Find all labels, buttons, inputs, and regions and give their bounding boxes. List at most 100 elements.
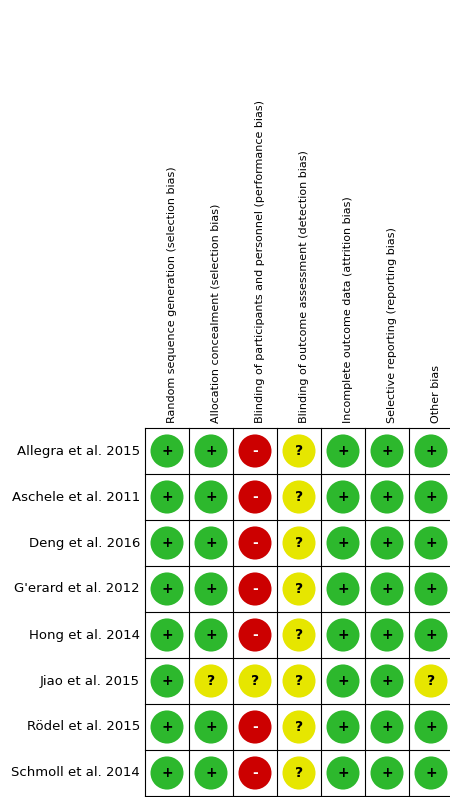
Text: Jiao et al. 2015: Jiao et al. 2015: [40, 674, 140, 688]
Text: Other bias: Other bias: [431, 365, 441, 423]
Text: +: +: [381, 582, 393, 596]
Text: +: +: [425, 536, 437, 550]
Text: Allegra et al. 2015: Allegra et al. 2015: [17, 445, 140, 457]
Ellipse shape: [283, 665, 315, 697]
Ellipse shape: [327, 481, 360, 513]
Text: +: +: [205, 766, 217, 780]
Ellipse shape: [414, 434, 447, 468]
Ellipse shape: [327, 572, 360, 606]
Text: +: +: [381, 444, 393, 458]
Text: +: +: [337, 536, 349, 550]
Text: +: +: [205, 490, 217, 504]
Ellipse shape: [150, 434, 184, 468]
Ellipse shape: [194, 434, 228, 468]
Text: -: -: [252, 766, 258, 780]
Ellipse shape: [414, 710, 447, 744]
Text: Random sequence generation (selection bias): Random sequence generation (selection bi…: [167, 167, 177, 423]
Text: +: +: [161, 536, 173, 550]
Ellipse shape: [150, 665, 184, 697]
Text: ?: ?: [295, 720, 303, 734]
Ellipse shape: [327, 618, 360, 652]
Ellipse shape: [194, 665, 228, 697]
Text: +: +: [337, 628, 349, 642]
Ellipse shape: [238, 572, 271, 606]
Text: ?: ?: [295, 444, 303, 458]
Ellipse shape: [238, 756, 271, 790]
Ellipse shape: [150, 527, 184, 559]
Text: +: +: [425, 766, 437, 780]
Ellipse shape: [370, 434, 404, 468]
Text: +: +: [161, 720, 173, 734]
Ellipse shape: [283, 618, 315, 652]
Ellipse shape: [414, 527, 447, 559]
Text: +: +: [337, 582, 349, 596]
Text: Allocation concealment (selection bias): Allocation concealment (selection bias): [211, 203, 221, 423]
Text: +: +: [337, 766, 349, 780]
Text: +: +: [161, 582, 173, 596]
Ellipse shape: [414, 481, 447, 513]
Text: Deng et al. 2016: Deng et al. 2016: [29, 536, 140, 549]
Text: Incomplete outcome data (attrition bias): Incomplete outcome data (attrition bias): [343, 196, 353, 423]
Ellipse shape: [238, 434, 271, 468]
Ellipse shape: [327, 756, 360, 790]
Text: -: -: [252, 628, 258, 642]
Text: +: +: [161, 628, 173, 642]
Ellipse shape: [238, 527, 271, 559]
Text: -: -: [252, 536, 258, 550]
Ellipse shape: [283, 434, 315, 468]
Text: +: +: [381, 766, 393, 780]
Text: -: -: [252, 490, 258, 504]
Ellipse shape: [370, 756, 404, 790]
Ellipse shape: [327, 434, 360, 468]
Text: Hong et al. 2014: Hong et al. 2014: [29, 629, 140, 642]
Text: +: +: [337, 674, 349, 688]
Ellipse shape: [414, 756, 447, 790]
Text: ?: ?: [251, 674, 259, 688]
Text: +: +: [381, 490, 393, 504]
Ellipse shape: [414, 572, 447, 606]
Ellipse shape: [414, 665, 447, 697]
Text: +: +: [425, 720, 437, 734]
Text: Schmoll et al. 2014: Schmoll et al. 2014: [11, 767, 140, 779]
Ellipse shape: [194, 710, 228, 744]
Text: Blinding of outcome assessment (detection bias): Blinding of outcome assessment (detectio…: [299, 150, 309, 423]
Text: ?: ?: [295, 628, 303, 642]
Text: +: +: [205, 628, 217, 642]
Ellipse shape: [370, 527, 404, 559]
Ellipse shape: [150, 618, 184, 652]
Ellipse shape: [150, 710, 184, 744]
Ellipse shape: [370, 665, 404, 697]
Ellipse shape: [283, 527, 315, 559]
Ellipse shape: [283, 756, 315, 790]
Ellipse shape: [194, 572, 228, 606]
Ellipse shape: [370, 572, 404, 606]
Text: +: +: [425, 628, 437, 642]
Text: Aschele et al. 2011: Aschele et al. 2011: [12, 490, 140, 504]
Text: ?: ?: [295, 490, 303, 504]
Ellipse shape: [194, 527, 228, 559]
Ellipse shape: [414, 618, 447, 652]
Text: ?: ?: [295, 766, 303, 780]
Text: +: +: [381, 720, 393, 734]
Text: +: +: [205, 444, 217, 458]
Text: ?: ?: [427, 674, 435, 688]
Text: +: +: [337, 490, 349, 504]
Text: +: +: [161, 444, 173, 458]
Ellipse shape: [194, 618, 228, 652]
Ellipse shape: [370, 710, 404, 744]
Text: +: +: [381, 536, 393, 550]
Text: +: +: [381, 674, 393, 688]
Text: ?: ?: [295, 582, 303, 596]
Ellipse shape: [327, 710, 360, 744]
Text: Blinding of participants and personnel (performance bias): Blinding of participants and personnel (…: [255, 100, 265, 423]
Ellipse shape: [283, 710, 315, 744]
Ellipse shape: [327, 665, 360, 697]
Text: ?: ?: [295, 536, 303, 550]
Ellipse shape: [283, 481, 315, 513]
Text: +: +: [337, 444, 349, 458]
Ellipse shape: [283, 572, 315, 606]
Text: ?: ?: [207, 674, 215, 688]
Text: +: +: [205, 720, 217, 734]
Text: +: +: [205, 536, 217, 550]
Ellipse shape: [370, 481, 404, 513]
